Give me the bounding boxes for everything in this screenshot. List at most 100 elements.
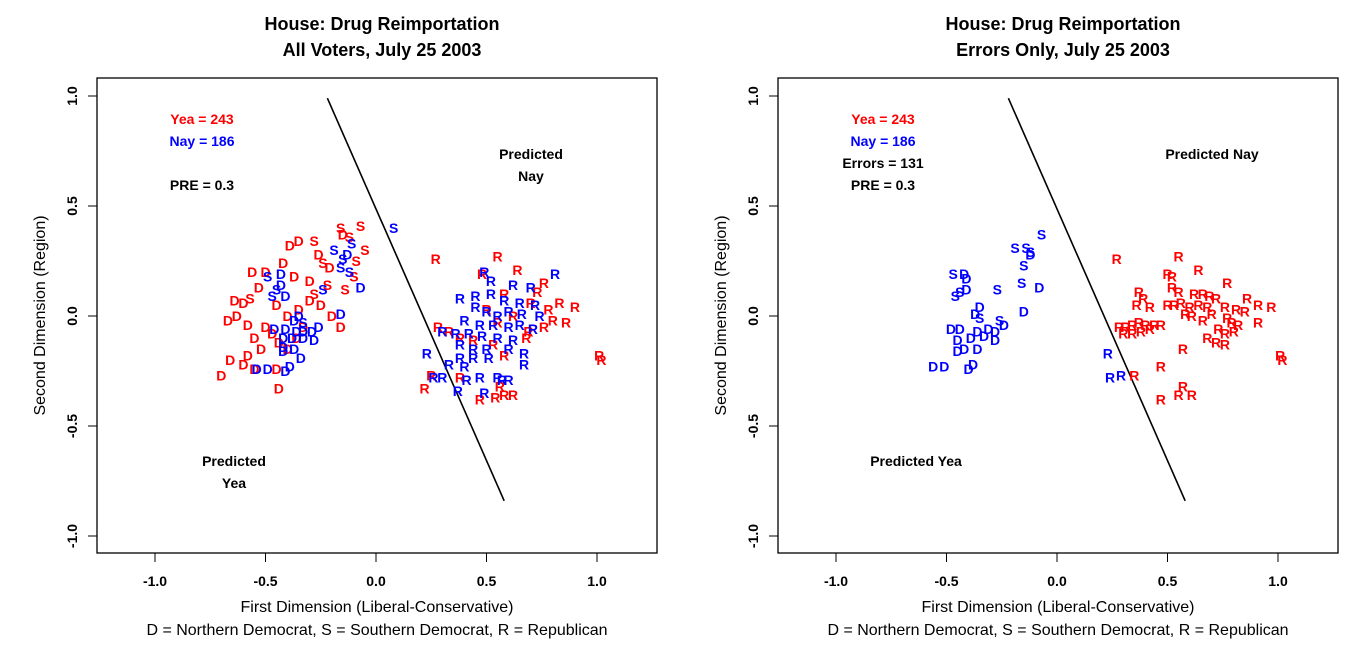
data-point-r: R <box>1167 279 1177 295</box>
data-point-d: D <box>309 332 319 348</box>
data-point-r: R <box>492 330 502 346</box>
data-point-d: D <box>968 356 978 372</box>
y-tick-label: 0.0 <box>745 306 761 326</box>
data-point-r: R <box>1266 299 1276 315</box>
x-tick-label: -1.0 <box>824 573 848 589</box>
predicted-yea-label: Yea <box>222 475 246 491</box>
data-point-r: R <box>431 251 441 267</box>
data-point-r: R <box>596 352 606 368</box>
data-point-r: R <box>422 345 432 361</box>
data-point-r: R <box>1118 326 1128 342</box>
data-point-d: D <box>243 348 253 364</box>
data-point-d: D <box>316 297 326 313</box>
data-point-d: D <box>271 361 281 377</box>
data-point-d: D <box>336 306 346 322</box>
data-point-r: R <box>488 317 498 333</box>
data-point-s: S <box>336 220 345 236</box>
data-point-r: R <box>444 356 454 372</box>
data-point-r: R <box>539 275 549 291</box>
data-point-r: R <box>521 330 531 346</box>
data-point-s: S <box>267 288 276 304</box>
data-point-r: R <box>1242 290 1252 306</box>
data-point-d: D <box>278 255 288 271</box>
data-point-r: R <box>508 277 518 293</box>
data-point-d: D <box>975 299 985 315</box>
data-point-s: S <box>336 260 345 276</box>
data-point-r: R <box>1189 286 1199 302</box>
data-point-s: S <box>951 288 960 304</box>
data-point-r: R <box>1213 321 1223 337</box>
data-point-r: R <box>1145 299 1155 315</box>
data-point-d: D <box>280 288 290 304</box>
data-point-r: R <box>488 337 498 353</box>
data-point-d: D <box>964 361 974 377</box>
data-point-r: R <box>1275 348 1285 364</box>
data-point-r: R <box>475 392 485 408</box>
data-point-d: D <box>990 323 1000 339</box>
data-point-r: R <box>1220 299 1230 315</box>
data-point-r: R <box>468 341 478 357</box>
data-point-d: D <box>216 367 226 383</box>
data-point-r: R <box>1198 286 1208 302</box>
data-point-d: D <box>285 238 295 254</box>
data-point-r: R <box>1222 310 1232 326</box>
data-point-r: R <box>1140 317 1150 333</box>
data-point-s: S <box>340 282 349 298</box>
pre-value: PRE = 0.3 <box>851 177 915 193</box>
data-point-r: R <box>481 341 491 357</box>
data-point-r: R <box>1162 266 1172 282</box>
data-point-r: R <box>1176 295 1186 311</box>
x-tick-label: -1.0 <box>143 573 167 589</box>
data-point-d: D <box>959 266 969 282</box>
data-point-s: S <box>955 284 964 300</box>
data-point-d: D <box>256 341 266 357</box>
data-point-r: R <box>515 317 525 333</box>
data-point-r: R <box>1233 317 1243 333</box>
data-point-r: R <box>492 249 502 265</box>
y-tick-label: -1.0 <box>64 524 80 548</box>
data-point-r: R <box>486 286 496 302</box>
data-point-r: R <box>490 389 500 405</box>
data-point-r: R <box>1202 330 1212 346</box>
data-point-r: R <box>1173 249 1183 265</box>
data-point-r: R <box>1185 299 1195 315</box>
data-point-r: R <box>1162 297 1172 313</box>
data-point-d: D <box>972 323 982 339</box>
chart-title-line: All Voters, July 25 2003 <box>283 40 482 60</box>
data-point-r: R <box>499 293 509 309</box>
data-point-d: D <box>289 341 299 357</box>
data-point-d: D <box>305 273 315 289</box>
predicted-nay-label: Nay <box>518 168 544 184</box>
data-point-r: R <box>1220 337 1230 353</box>
data-point-d: D <box>232 308 242 324</box>
x-axis-label: First Dimension (Liberal-Conservative) <box>241 599 514 616</box>
data-point-d: D <box>298 319 308 335</box>
predicted-yea-label: Predicted <box>202 453 266 469</box>
data-point-d: D <box>928 359 938 375</box>
data-point-d: D <box>247 264 257 280</box>
y-tick-label: 0.5 <box>745 196 761 216</box>
data-point-r: R <box>481 304 491 320</box>
data-point-d: D <box>283 341 293 357</box>
data-point-d: D <box>342 246 352 262</box>
data-point-r: R <box>519 356 529 372</box>
data-point-s: S <box>356 218 365 234</box>
data-point-r: R <box>459 359 469 375</box>
y-axis-label: Second Dimension (Region) <box>713 215 730 415</box>
data-point-s: S <box>298 315 307 331</box>
data-point-r: R <box>475 370 485 386</box>
data-point-d: D <box>276 277 286 293</box>
data-point-d: D <box>289 268 299 284</box>
data-point-r: R <box>1169 297 1179 313</box>
data-point-r: R <box>1156 317 1166 333</box>
data-point-s: S <box>1010 240 1019 256</box>
data-point-d: D <box>313 319 323 335</box>
x-tick-label: 0.0 <box>366 573 386 589</box>
data-point-r: R <box>486 273 496 289</box>
data-point-d: D <box>238 356 248 372</box>
data-point-s: S <box>245 290 254 306</box>
data-point-s: S <box>360 242 369 258</box>
data-point-d: D <box>238 295 248 311</box>
data-point-r: R <box>455 350 465 366</box>
data-point-r: R <box>468 332 478 348</box>
